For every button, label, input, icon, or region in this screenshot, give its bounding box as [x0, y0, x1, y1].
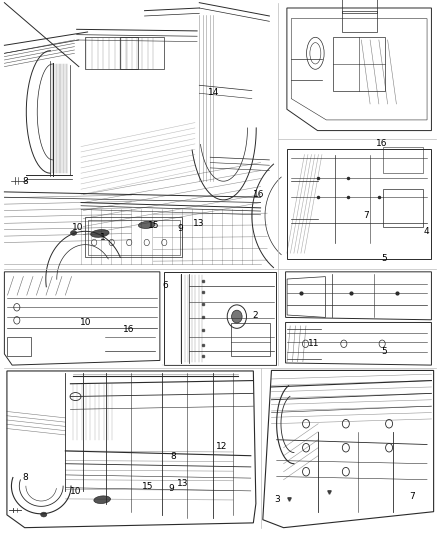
Ellipse shape [94, 496, 110, 504]
Text: 4: 4 [424, 228, 430, 236]
Text: 10: 10 [80, 318, 91, 327]
Text: 5: 5 [381, 254, 387, 263]
Bar [88, 220, 180, 255]
Ellipse shape [91, 230, 109, 237]
Text: 7: 7 [410, 492, 415, 501]
Text: 2: 2 [253, 311, 258, 320]
Text: 13: 13 [177, 479, 189, 488]
Ellipse shape [71, 231, 77, 236]
Circle shape [232, 310, 242, 323]
Bar [231, 323, 270, 356]
Text: 15: 15 [148, 222, 159, 230]
Text: 16: 16 [253, 190, 264, 199]
Text: 16: 16 [123, 325, 134, 334]
Text: 1: 1 [100, 233, 106, 241]
Text: 14: 14 [208, 88, 219, 97]
Bar [85, 37, 138, 69]
Ellipse shape [41, 512, 47, 517]
Ellipse shape [138, 221, 155, 229]
Text: 10: 10 [70, 487, 81, 496]
Bar [383, 147, 423, 173]
Text: 8: 8 [22, 177, 28, 185]
Text: 5: 5 [381, 348, 387, 356]
Text: 11: 11 [307, 339, 319, 348]
Text: 8: 8 [23, 473, 28, 481]
Bar [333, 37, 385, 91]
Text: 12: 12 [216, 442, 228, 450]
Bar [342, 0, 377, 13]
Text: 9: 9 [169, 484, 174, 493]
Bar [342, 11, 377, 32]
Text: 7: 7 [364, 212, 369, 220]
Bar [7, 337, 31, 356]
Bar [85, 217, 182, 257]
Text: 16: 16 [376, 140, 387, 148]
Text: 13: 13 [193, 220, 204, 228]
Text: 9: 9 [178, 224, 184, 232]
Bar [383, 189, 423, 227]
Text: 15: 15 [142, 482, 154, 490]
Text: 3: 3 [274, 495, 280, 504]
Text: 8: 8 [171, 453, 177, 461]
Text: 6: 6 [162, 281, 168, 289]
Bar [120, 37, 164, 69]
Text: 10: 10 [72, 223, 84, 232]
